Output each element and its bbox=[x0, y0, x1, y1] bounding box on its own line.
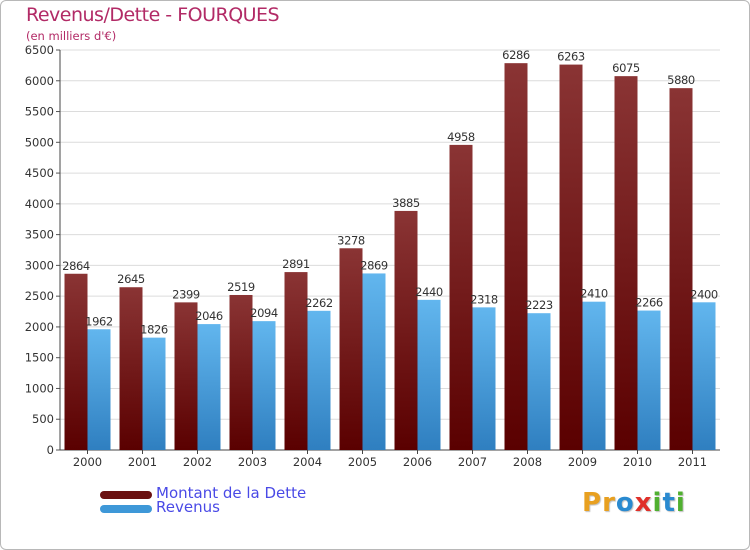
data-label-revenus: 2094 bbox=[250, 306, 278, 320]
bar-revenus bbox=[692, 302, 716, 450]
x-tick-label: 2009 bbox=[568, 455, 597, 469]
data-label-revenus: 2318 bbox=[470, 292, 498, 306]
bar-dette bbox=[614, 76, 638, 451]
y-tick-label: 2500 bbox=[25, 289, 54, 303]
data-label-revenus: 2266 bbox=[635, 296, 663, 310]
bar-revenus bbox=[417, 299, 441, 450]
data-label-dette: 2645 bbox=[117, 272, 145, 286]
bar-revenus bbox=[472, 307, 496, 450]
data-label-dette: 6075 bbox=[612, 61, 640, 75]
y-tick-label: 2000 bbox=[25, 320, 54, 334]
data-label-revenus: 2046 bbox=[195, 309, 223, 323]
logo-letter: t bbox=[662, 488, 676, 518]
data-label-revenus: 1962 bbox=[85, 314, 113, 328]
x-tick-label: 2010 bbox=[623, 455, 652, 469]
data-label-revenus: 2410 bbox=[580, 287, 608, 301]
chart-subtitle: (en milliers d'€) bbox=[26, 29, 117, 43]
bars bbox=[64, 63, 716, 451]
bar-dette bbox=[394, 210, 418, 450]
logo-letter: o bbox=[615, 488, 635, 518]
y-tick-label: 1000 bbox=[25, 381, 54, 395]
y-tick-label: 4000 bbox=[25, 197, 54, 211]
data-label-revenus: 2400 bbox=[690, 287, 718, 301]
bar-revenus bbox=[637, 310, 661, 450]
x-tick-label: 2008 bbox=[513, 455, 542, 469]
legend-swatch-dette bbox=[100, 491, 152, 499]
y-tick-label: 6000 bbox=[25, 74, 54, 88]
data-label-revenus: 2223 bbox=[525, 298, 553, 312]
logo-letter: i bbox=[652, 488, 663, 518]
data-label-dette: 2399 bbox=[172, 287, 200, 301]
data-labels: 2864 1962 2645 1826 2399 2046 2519 2094 2891 2262… bbox=[62, 48, 718, 336]
bar-revenus bbox=[87, 329, 111, 450]
legend-label-revenus: Revenus bbox=[156, 498, 220, 516]
bar-dette bbox=[229, 294, 253, 450]
x-tick-label: 2011 bbox=[678, 455, 707, 469]
bar-dette bbox=[504, 63, 528, 451]
y-tick-label: 0 bbox=[47, 443, 54, 457]
logo-letter: i bbox=[675, 488, 686, 518]
x-tick-label: 2000 bbox=[73, 455, 102, 469]
logo-letter: P bbox=[582, 488, 603, 518]
x-tick-label: 2006 bbox=[403, 455, 432, 469]
y-tick-label: 3500 bbox=[25, 228, 54, 242]
y-tick-label: 5500 bbox=[25, 105, 54, 119]
y-tick-label: 3000 bbox=[25, 258, 54, 272]
chart-title: Revenus/Dette - FOURQUES bbox=[26, 4, 280, 26]
bar-revenus bbox=[252, 321, 276, 450]
data-label-revenus: 2869 bbox=[360, 258, 388, 272]
bar-revenus bbox=[527, 313, 551, 450]
bar-dette bbox=[64, 273, 88, 450]
bar-dette bbox=[449, 144, 473, 450]
x-tick-label: 2001 bbox=[128, 455, 157, 469]
data-label-revenus: 2440 bbox=[415, 285, 443, 299]
y-tick-label: 1500 bbox=[25, 351, 54, 365]
x-tick-label: 2005 bbox=[348, 455, 377, 469]
x-tick-label: 2002 bbox=[183, 455, 212, 469]
proxiti-logo: Proxiti bbox=[582, 488, 686, 518]
data-label-dette: 2864 bbox=[62, 259, 90, 273]
bar-revenus bbox=[197, 324, 221, 450]
x-tick-label: 2003 bbox=[238, 455, 267, 469]
bar-revenus bbox=[582, 301, 606, 450]
data-label-revenus: 2262 bbox=[305, 296, 333, 310]
y-tick-label: 6500 bbox=[25, 43, 54, 57]
bar-dette bbox=[669, 88, 693, 451]
data-label-dette: 6263 bbox=[557, 50, 585, 64]
logo-letter: r bbox=[602, 488, 616, 518]
logo-letter: x bbox=[634, 488, 653, 518]
legend-label-dette: Montant de la Dette bbox=[156, 484, 307, 502]
y-tick-label: 500 bbox=[32, 412, 54, 426]
axes: 0 500 1000 1500 2000 2500 3000 3500 4000 4500 5000… bbox=[25, 43, 720, 469]
bar-dette bbox=[174, 302, 198, 450]
bar-dette bbox=[559, 64, 583, 450]
bar-dette bbox=[284, 272, 308, 450]
data-label-dette: 6286 bbox=[502, 48, 530, 62]
y-tick-label: 5000 bbox=[25, 135, 54, 149]
bar-revenus bbox=[142, 337, 166, 450]
legend-swatch-revenus bbox=[100, 505, 152, 513]
x-tick-label: 2004 bbox=[293, 455, 322, 469]
data-label-dette: 3278 bbox=[337, 233, 365, 247]
data-label-dette: 3885 bbox=[392, 196, 420, 210]
bar-dette bbox=[119, 287, 143, 450]
data-label-dette: 5880 bbox=[667, 73, 695, 87]
data-label-dette: 4958 bbox=[447, 130, 475, 144]
y-tick-label: 4500 bbox=[25, 166, 54, 180]
bar-dette bbox=[339, 248, 363, 450]
bar-revenus bbox=[362, 273, 386, 450]
data-label-revenus: 1826 bbox=[140, 323, 168, 337]
data-label-dette: 2891 bbox=[282, 257, 310, 271]
gridlines bbox=[60, 49, 720, 451]
x-tick-label: 2007 bbox=[458, 455, 487, 469]
bar-revenus bbox=[307, 310, 331, 450]
data-label-dette: 2519 bbox=[227, 280, 255, 294]
